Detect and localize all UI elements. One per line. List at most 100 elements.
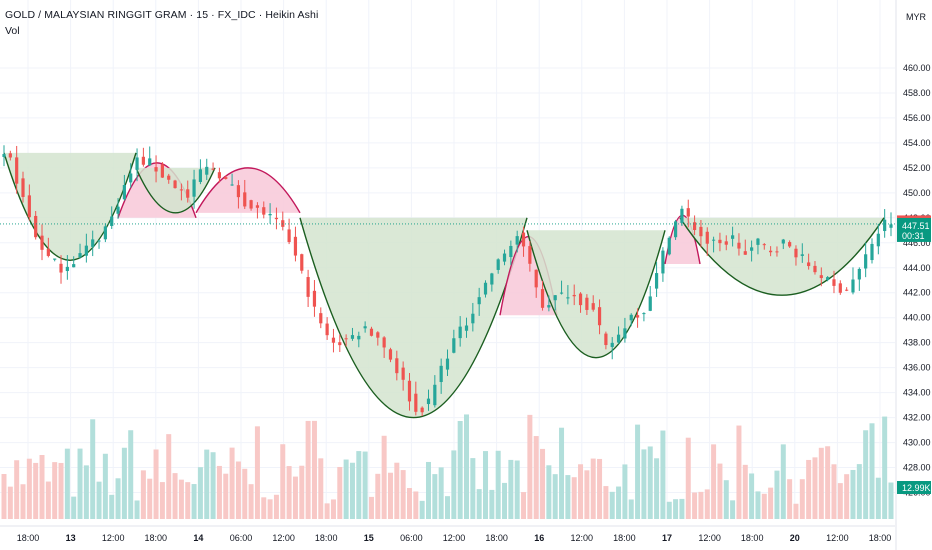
candle-body [800,254,804,256]
current-price-value: 447.51 [902,221,930,231]
candle-body [414,393,418,412]
candle-body [312,290,317,307]
volume-bar [514,460,520,519]
candle-body [281,220,285,227]
countdown-value: 00:31 [902,231,925,241]
candle-body [712,239,716,241]
volume-bar [578,464,584,519]
volume-bar [64,448,70,519]
volume-bar [749,473,755,519]
volume-bar [280,444,286,519]
candle-body [84,245,88,256]
candle-body [407,380,412,402]
volume-bar [742,464,748,519]
candle-body [794,248,798,258]
time-tick-label: 12:00 [272,533,295,543]
candle-body [648,296,652,311]
candle-body [420,407,424,413]
candle-body [433,384,437,406]
candle-body [357,335,361,340]
volume-bar [590,458,596,519]
chart-title[interactable]: GOLD / MALAYSIAN RINGGIT GRAM · 15 · FX_… [5,9,319,21]
candle-body [287,229,291,243]
volume-bar [26,458,32,519]
cap-curve [195,167,301,214]
candle-body [534,269,538,288]
candle-body [826,277,830,280]
price-tick-label: 442.00 [903,288,931,298]
volume-bar [679,498,685,519]
candle-body [160,164,164,178]
candle-body [635,315,640,318]
volume-bar [20,484,26,519]
candle-body [762,244,766,246]
volume-bar [844,474,850,519]
volume-bar [223,473,229,519]
volume-legend[interactable]: Vol [5,25,20,37]
candle-body [838,283,842,293]
volume-bar [185,482,191,519]
volume-bar [869,423,875,519]
candle-body [864,254,868,269]
volume-bar [641,449,647,519]
volume-bar [527,414,533,519]
candle-body [458,326,462,339]
candle-body [129,173,133,183]
volume-bar [39,454,45,519]
time-tick-label: 14 [193,533,203,543]
candle-body [78,253,82,258]
candle-body [65,266,69,272]
candle-body [331,337,336,343]
candle-body [769,250,773,253]
candle-body [300,254,304,271]
candle-body [521,232,526,247]
volume-bar [140,470,146,519]
time-axis[interactable]: 18:00 13 12:00 18:00 14 06:00 12:00 18:00 15 06:0… [0,525,895,543]
candle-body [597,307,602,326]
volume-bar [178,479,184,519]
volume-bar [508,459,514,519]
volume-bar [159,482,165,519]
price-axis[interactable]: MYR 460.00 458.00 456.00 454.00 452.00 450.00 4… [895,0,931,550]
volume-value: 12.99K [902,483,931,493]
volume-bar [33,462,39,519]
volume-bar [812,457,818,519]
time-tick-label: 13 [66,533,76,543]
candle-body [72,264,76,268]
volume-bar [362,451,368,519]
candle-body [483,282,488,295]
candle-body [680,208,684,223]
candle-body [471,313,475,324]
candle-body [686,208,690,217]
volume-bar [654,458,660,519]
price-tick-label: 446.00 [903,238,931,248]
volume-bar [381,435,387,519]
volume-bar [356,451,362,519]
volume-bar [235,461,241,519]
volume-bar [425,461,431,519]
current-price-badge [897,217,931,242]
candle-body [198,169,203,182]
candle-body [851,279,855,293]
volume-bar [666,501,672,519]
cup-curve [135,167,216,214]
volume-bar [204,449,210,519]
volume-bar [692,492,698,519]
candle-body [452,338,456,353]
volume-bar [882,416,888,519]
candle-body [344,338,348,340]
volume-bar [768,487,774,519]
candle-body [141,156,145,165]
volume-bar [299,465,305,519]
candle-body [737,242,741,249]
price-tick-label: 436.00 [903,363,931,373]
volume-bar [571,477,577,519]
volume-bar [635,424,641,519]
price-tick-label: 460.00 [903,63,931,73]
volume-bar [863,430,869,519]
candle-body [477,297,481,305]
candle-body [743,251,747,255]
volume-bar [552,474,558,519]
volume-bar [45,481,51,519]
